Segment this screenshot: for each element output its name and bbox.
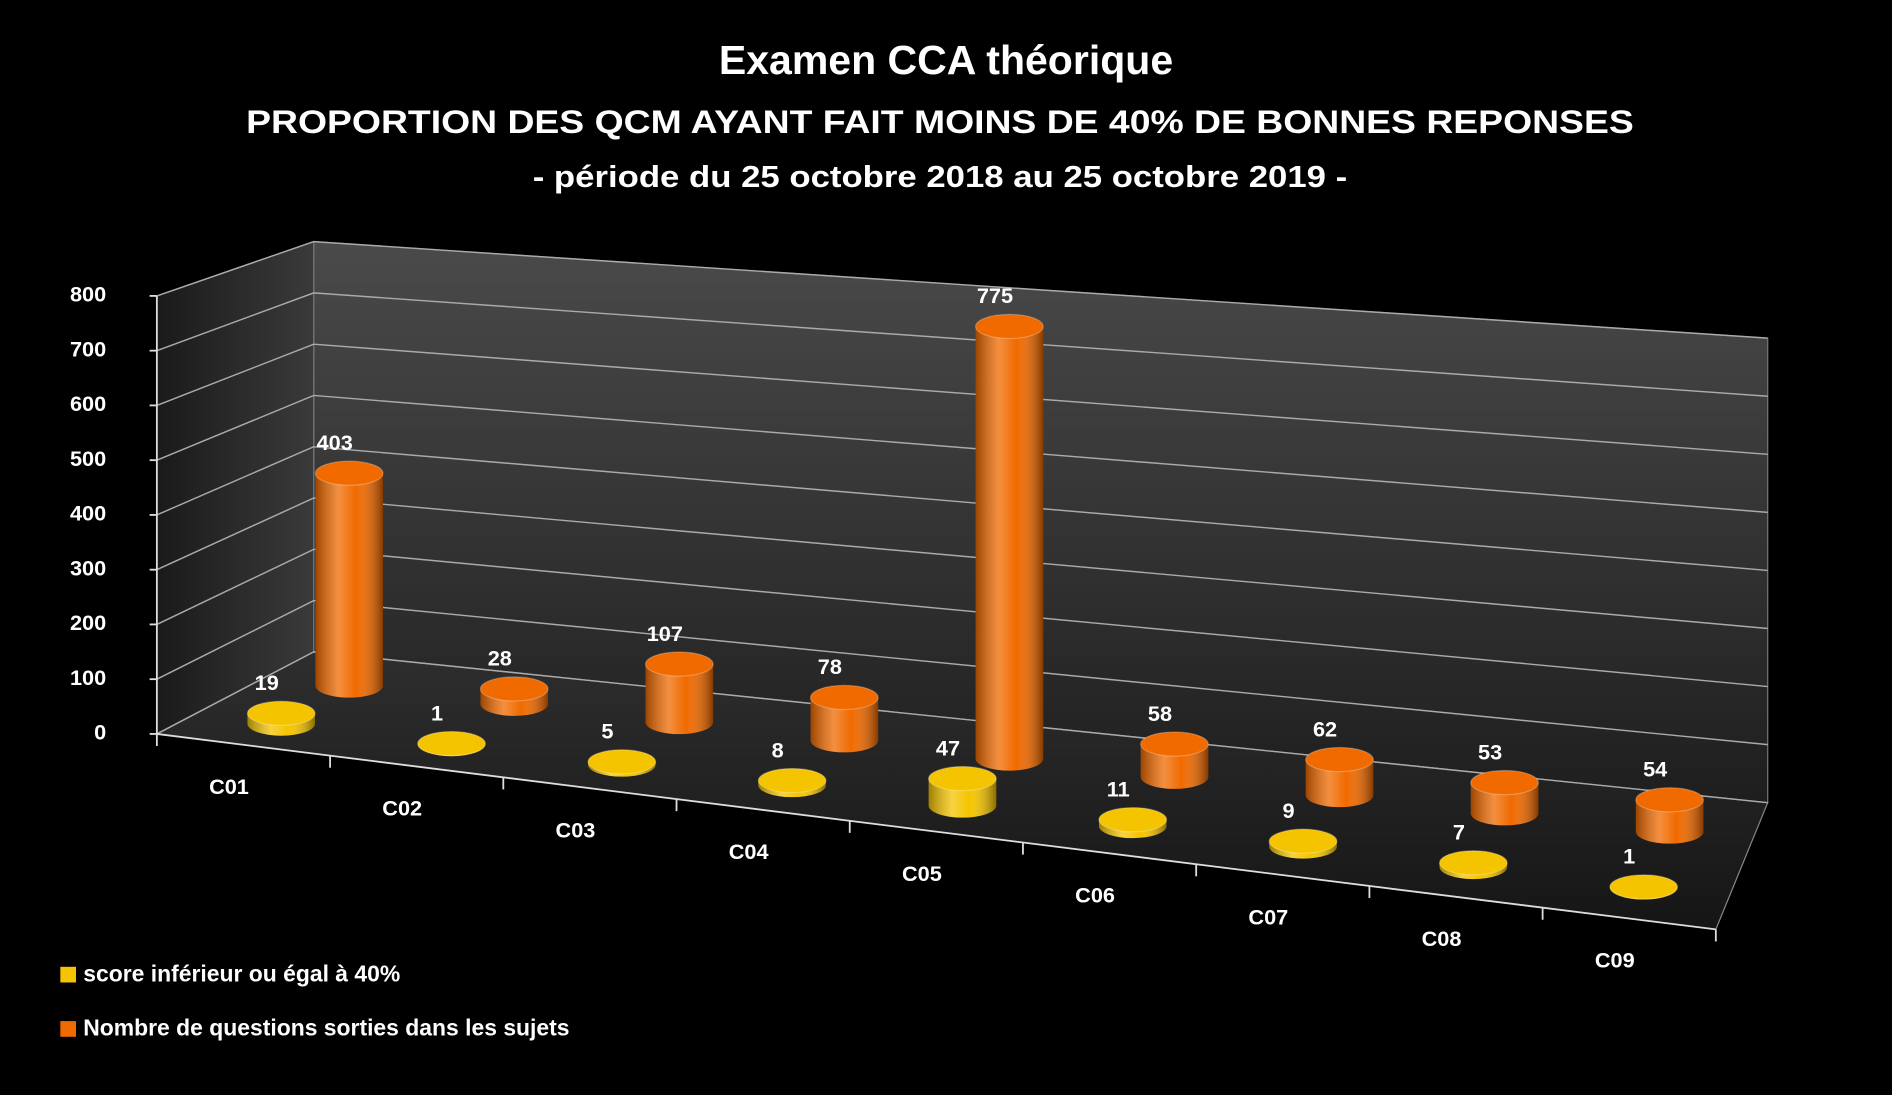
value-label: 53 bbox=[1478, 739, 1502, 764]
bar-top bbox=[809, 684, 879, 711]
bar-top bbox=[246, 700, 316, 727]
bar-top bbox=[928, 765, 997, 792]
bar-shade bbox=[645, 664, 714, 735]
x-tick-label: C04 bbox=[729, 839, 769, 864]
value-label: 9 bbox=[1283, 798, 1295, 823]
value-label: 5 bbox=[601, 719, 613, 744]
bar-top bbox=[1438, 850, 1508, 876]
bar-shade bbox=[315, 473, 383, 698]
value-label: 19 bbox=[255, 670, 279, 695]
y-tick-label: 600 bbox=[70, 391, 106, 416]
value-label: 62 bbox=[1313, 716, 1337, 741]
value-label: 58 bbox=[1148, 701, 1172, 726]
y-tick-label: 100 bbox=[70, 665, 106, 690]
grid-line bbox=[156, 497, 1768, 630]
y-tick-label: 400 bbox=[70, 501, 106, 526]
bar-top bbox=[757, 767, 827, 794]
grid-line bbox=[156, 548, 1768, 688]
legend-swatch bbox=[60, 966, 77, 983]
value-label: 54 bbox=[1643, 757, 1667, 782]
x-tick-label: C03 bbox=[556, 817, 596, 842]
bar-shade bbox=[1635, 799, 1704, 844]
value-label: 107 bbox=[647, 621, 683, 646]
bar-top bbox=[1470, 769, 1539, 796]
bar-shade bbox=[810, 697, 879, 753]
bar-top bbox=[1268, 828, 1338, 854]
grid-line bbox=[156, 240, 1768, 339]
legend-label: Nombre de questions sorties dans les suj… bbox=[83, 1015, 569, 1041]
value-label: 403 bbox=[317, 430, 353, 455]
bar-top bbox=[644, 651, 714, 677]
y-tick-label: 700 bbox=[70, 336, 106, 361]
value-label: 78 bbox=[818, 654, 842, 679]
plot-area: 0 100 200 300 400 500 600 700 800 C01 C02 C03 C04 C05… bbox=[60, 240, 1769, 1041]
legend-swatch bbox=[60, 1021, 77, 1037]
bar-top bbox=[1609, 874, 1679, 900]
bar-top bbox=[314, 460, 384, 486]
chart-title: Examen CCA théorique bbox=[719, 37, 1173, 83]
value-label: 775 bbox=[977, 283, 1013, 308]
x-tick-label: C07 bbox=[1248, 904, 1288, 929]
x-tick-label: C08 bbox=[1422, 926, 1462, 951]
grid-line bbox=[156, 343, 1768, 456]
y-tick-label: 0 bbox=[94, 720, 106, 745]
x-axis bbox=[156, 733, 1716, 931]
bar-top bbox=[975, 313, 1044, 340]
chart-subtitle: - période du 25 octobre 2018 au 25 octob… bbox=[533, 161, 1347, 194]
x-tick-label: C06 bbox=[1075, 883, 1115, 908]
bar-top bbox=[1635, 787, 1705, 813]
x-tick-label: C09 bbox=[1595, 948, 1635, 973]
legend-label: score inférieur ou égal à 40% bbox=[83, 960, 400, 986]
bar-shade bbox=[1140, 744, 1209, 789]
bar-top bbox=[417, 730, 486, 757]
bar-top bbox=[1305, 746, 1374, 773]
value-label: 7 bbox=[1453, 820, 1465, 845]
bar-top bbox=[479, 676, 549, 702]
bar-shade bbox=[975, 326, 1044, 771]
y-tick-label: 200 bbox=[70, 610, 106, 635]
value-label: 1 bbox=[431, 700, 443, 725]
y-tick-label: 500 bbox=[70, 446, 106, 471]
bar-top bbox=[587, 749, 657, 775]
x-tick-label: C02 bbox=[382, 796, 422, 821]
grid-line bbox=[156, 651, 1768, 804]
bar-top bbox=[1140, 731, 1209, 757]
legend: score inférieur ou égal à 40% Nombre de q… bbox=[60, 960, 570, 1041]
value-label: 1 bbox=[1623, 844, 1635, 869]
bar-shade bbox=[1305, 759, 1374, 808]
value-label: 28 bbox=[488, 646, 512, 671]
grid-line bbox=[156, 599, 1768, 746]
bar-shade bbox=[1470, 782, 1539, 826]
x-tick-label: C01 bbox=[209, 774, 249, 799]
grid-line bbox=[156, 292, 1768, 397]
side-wall bbox=[156, 240, 315, 735]
value-label: 8 bbox=[772, 737, 784, 762]
y-tick-label: 800 bbox=[70, 282, 106, 307]
value-label: 47 bbox=[936, 735, 960, 760]
y-tick-label: 300 bbox=[70, 555, 106, 580]
chart-subtitle: PROPORTION DES QCM AYANT FAIT MOINS DE 4… bbox=[246, 104, 1634, 140]
grid-line bbox=[156, 394, 1768, 514]
x-tick-label: C05 bbox=[902, 861, 942, 886]
grid-line bbox=[156, 446, 1768, 572]
value-label: 11 bbox=[1107, 776, 1130, 801]
bar-top bbox=[1098, 806, 1168, 833]
